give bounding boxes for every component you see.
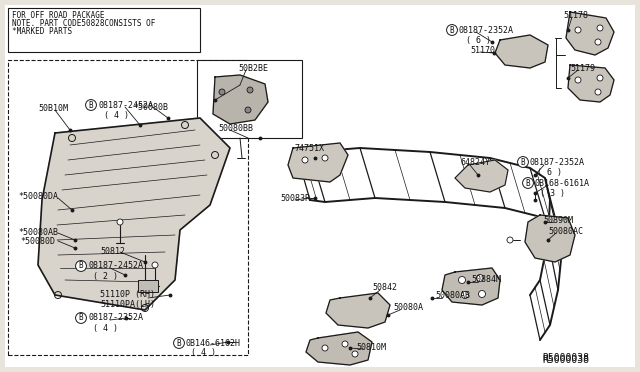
Text: B: B xyxy=(521,157,525,167)
Text: 50080A: 50080A xyxy=(393,304,423,312)
Circle shape xyxy=(575,27,581,33)
Circle shape xyxy=(352,351,358,357)
Text: 50842: 50842 xyxy=(372,283,397,292)
Polygon shape xyxy=(568,65,614,102)
Circle shape xyxy=(507,237,513,243)
Text: B: B xyxy=(177,339,181,347)
Text: B: B xyxy=(525,179,531,187)
Circle shape xyxy=(595,39,601,45)
Circle shape xyxy=(458,276,465,283)
Text: ( 6 ): ( 6 ) xyxy=(537,167,562,176)
Text: *50080B: *50080B xyxy=(133,103,168,112)
Text: 50080AC: 50080AC xyxy=(548,227,583,235)
Text: ( 2 ): ( 2 ) xyxy=(93,272,118,280)
Text: ( 4 ): ( 4 ) xyxy=(93,324,118,333)
Circle shape xyxy=(597,25,603,31)
Polygon shape xyxy=(38,118,230,310)
Polygon shape xyxy=(213,75,268,124)
Circle shape xyxy=(247,87,253,93)
Circle shape xyxy=(461,292,468,298)
Text: *50080AB: *50080AB xyxy=(18,228,58,237)
Text: B: B xyxy=(450,26,454,35)
Text: ( 6 ): ( 6 ) xyxy=(466,35,491,45)
Circle shape xyxy=(479,291,486,298)
Text: B: B xyxy=(79,262,83,270)
Text: R5000038: R5000038 xyxy=(542,353,589,363)
Polygon shape xyxy=(306,332,372,365)
Text: 51110PA(LH): 51110PA(LH) xyxy=(100,301,155,310)
Text: *MARKED PARTS: *MARKED PARTS xyxy=(12,27,72,36)
Bar xyxy=(8,8,200,52)
Text: R5000038: R5000038 xyxy=(542,355,589,365)
Bar xyxy=(197,60,302,138)
Text: 50B10M: 50B10M xyxy=(38,103,68,112)
Text: 64824Y: 64824Y xyxy=(461,157,491,167)
Text: 50B2BE: 50B2BE xyxy=(238,64,268,73)
Circle shape xyxy=(575,77,581,83)
Circle shape xyxy=(595,89,601,95)
Polygon shape xyxy=(495,35,548,68)
Text: 51110P (RH): 51110P (RH) xyxy=(100,291,155,299)
Text: 50812: 50812 xyxy=(100,247,125,257)
Text: 0B146-6162H: 0B146-6162H xyxy=(186,339,241,347)
Circle shape xyxy=(597,75,603,81)
Text: 08187-2352A: 08187-2352A xyxy=(88,314,143,323)
Text: FOR OFF ROAD PACKAGE: FOR OFF ROAD PACKAGE xyxy=(12,11,104,20)
Text: 51178: 51178 xyxy=(563,10,588,19)
Text: 51170: 51170 xyxy=(470,45,495,55)
Text: 08187-2352A: 08187-2352A xyxy=(530,157,585,167)
Text: 51179: 51179 xyxy=(570,64,595,73)
Polygon shape xyxy=(455,160,508,192)
Text: 08187-2352A: 08187-2352A xyxy=(459,26,514,35)
Bar xyxy=(8,60,248,355)
Text: 50810M: 50810M xyxy=(356,343,386,352)
Text: ( 4 ): ( 4 ) xyxy=(191,349,216,357)
Text: *50080D: *50080D xyxy=(20,237,55,246)
Text: 0B168-6161A: 0B168-6161A xyxy=(535,179,590,187)
Polygon shape xyxy=(288,143,348,182)
Circle shape xyxy=(302,157,308,163)
Polygon shape xyxy=(326,293,390,328)
Circle shape xyxy=(322,155,328,161)
Text: NOTE. PART CODE50828CONSISTS OF: NOTE. PART CODE50828CONSISTS OF xyxy=(12,19,156,28)
Polygon shape xyxy=(566,12,614,55)
Bar xyxy=(138,280,158,292)
Text: ( 3 ): ( 3 ) xyxy=(540,189,565,198)
Text: 50080BB: 50080BB xyxy=(218,124,253,132)
Circle shape xyxy=(342,341,348,347)
Text: 08187-2452A: 08187-2452A xyxy=(88,262,143,270)
Text: 50884M: 50884M xyxy=(471,276,501,285)
Text: *50080DA: *50080DA xyxy=(18,192,58,201)
Text: B: B xyxy=(89,100,93,109)
Text: 50083R: 50083R xyxy=(280,193,310,202)
Polygon shape xyxy=(525,215,575,262)
Circle shape xyxy=(322,345,328,351)
Text: 50890M: 50890M xyxy=(543,215,573,224)
Polygon shape xyxy=(442,268,500,305)
Circle shape xyxy=(477,275,483,282)
Circle shape xyxy=(117,219,123,225)
Text: B: B xyxy=(79,314,83,323)
Circle shape xyxy=(219,89,225,95)
Circle shape xyxy=(152,262,158,268)
Text: 74751X: 74751X xyxy=(294,144,324,153)
Text: 50080AB: 50080AB xyxy=(435,292,470,301)
Text: 08187-2452A: 08187-2452A xyxy=(98,100,153,109)
Circle shape xyxy=(245,107,251,113)
Text: ( 4 ): ( 4 ) xyxy=(104,110,129,119)
